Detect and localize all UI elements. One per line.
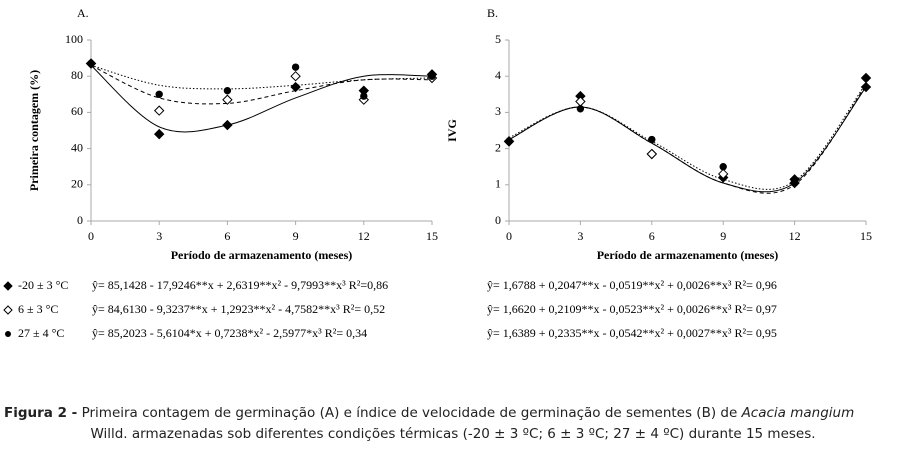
legend-name: 6 ± 3 °C — [18, 302, 58, 316]
y-tick-label: 1 — [495, 177, 501, 191]
panel-label: A. — [77, 6, 89, 20]
x-tick-label: 9 — [293, 229, 299, 243]
marker — [576, 105, 585, 113]
marker — [87, 59, 95, 68]
x-tick-label: 12 — [789, 229, 801, 243]
x-tick-label: 9 — [720, 229, 726, 243]
marker — [862, 74, 870, 82]
marker — [153, 128, 165, 140]
marker — [291, 63, 300, 71]
fit-curve — [90, 64, 433, 90]
y-tick-label: 80 — [71, 68, 83, 82]
marker — [155, 90, 163, 99]
caption-label: Figura 2 - — [4, 405, 77, 421]
y-tick-label: 2 — [495, 140, 501, 154]
marker — [719, 163, 727, 171]
x-tick-label: 12 — [358, 229, 370, 243]
legend-name: 27 ± 4 °C — [18, 326, 64, 340]
fit-curve — [508, 84, 867, 194]
legend-marker — [5, 331, 11, 337]
legend-equation: ŷ= 85,2023 - 5,6104*x + 0,7238*x² - 2,59… — [92, 326, 367, 340]
legend-equation: ŷ= 1,6389 + 0,2335**x - 0,0542**x² + 0,0… — [487, 326, 777, 340]
fit-curve — [90, 64, 433, 133]
x-tick-label: 3 — [577, 229, 583, 243]
x-tick-label: 3 — [156, 229, 162, 243]
caption-line-2: Willd. armazenadas sob diferentes condiç… — [90, 426, 815, 442]
marker — [223, 86, 232, 95]
legend-equation: ŷ= 84,6130 - 9,3237**x + 1,2923**x² - 4,… — [92, 302, 385, 316]
marker — [648, 135, 656, 144]
legend-equation: ŷ= 85,1428 - 17,9246**x + 2,6319**x² - 9… — [92, 278, 388, 292]
legend-name: -20 ± 3 °C — [18, 278, 68, 292]
y-tick-label: 60 — [71, 104, 83, 118]
legend-marker — [3, 281, 13, 291]
y-axis-title: Primeira contagem (%) — [27, 70, 41, 191]
legend-equation: ŷ= 1,6788 + 0,2047**x - 0,0519**x² + 0,0… — [487, 278, 777, 292]
caption-text: Primeira contagem de germinação (A) e ín… — [82, 405, 738, 421]
y-tick-label: 3 — [495, 104, 501, 118]
marker — [575, 96, 586, 107]
y-tick-label: 5 — [495, 32, 501, 46]
marker — [360, 92, 368, 100]
panel-label: B. — [487, 6, 498, 20]
marker — [646, 148, 658, 160]
x-tick-label: 0 — [506, 229, 512, 243]
y-tick-label: 100 — [65, 32, 83, 46]
legend-marker — [3, 305, 13, 315]
y-tick-label: 20 — [71, 177, 83, 191]
y-tick-label: 0 — [495, 213, 501, 227]
y-tick-label: 0 — [77, 213, 83, 227]
marker — [428, 72, 436, 80]
fit-curve — [508, 83, 867, 190]
y-tick-label: 40 — [71, 140, 83, 154]
caption-line-1: Figura 2 - Primeira contagem de germinaç… — [4, 405, 854, 421]
x-axis-title: Período de armazenamento (meses) — [171, 248, 353, 262]
marker — [790, 179, 799, 187]
y-axis-title: IVG — [445, 119, 459, 142]
x-tick-label: 15 — [426, 229, 438, 243]
x-axis-title: Período de armazenamento (meses) — [597, 248, 779, 262]
x-tick-label: 15 — [860, 229, 872, 243]
legend-equation: ŷ= 1,6620 + 0,2109**x - 0,0523**x² + 0,0… — [487, 302, 777, 316]
fit-curve — [508, 86, 867, 193]
x-tick-label: 6 — [224, 229, 230, 243]
marker — [717, 168, 729, 180]
marker — [290, 70, 301, 82]
x-tick-label: 6 — [649, 229, 655, 243]
marker — [222, 94, 233, 105]
caption-species: Acacia mangium — [741, 405, 855, 421]
fit-curve — [90, 64, 433, 105]
marker — [505, 137, 513, 146]
marker — [222, 119, 233, 131]
y-tick-label: 4 — [495, 68, 501, 82]
marker — [153, 105, 165, 116]
x-tick-label: 0 — [88, 229, 94, 243]
